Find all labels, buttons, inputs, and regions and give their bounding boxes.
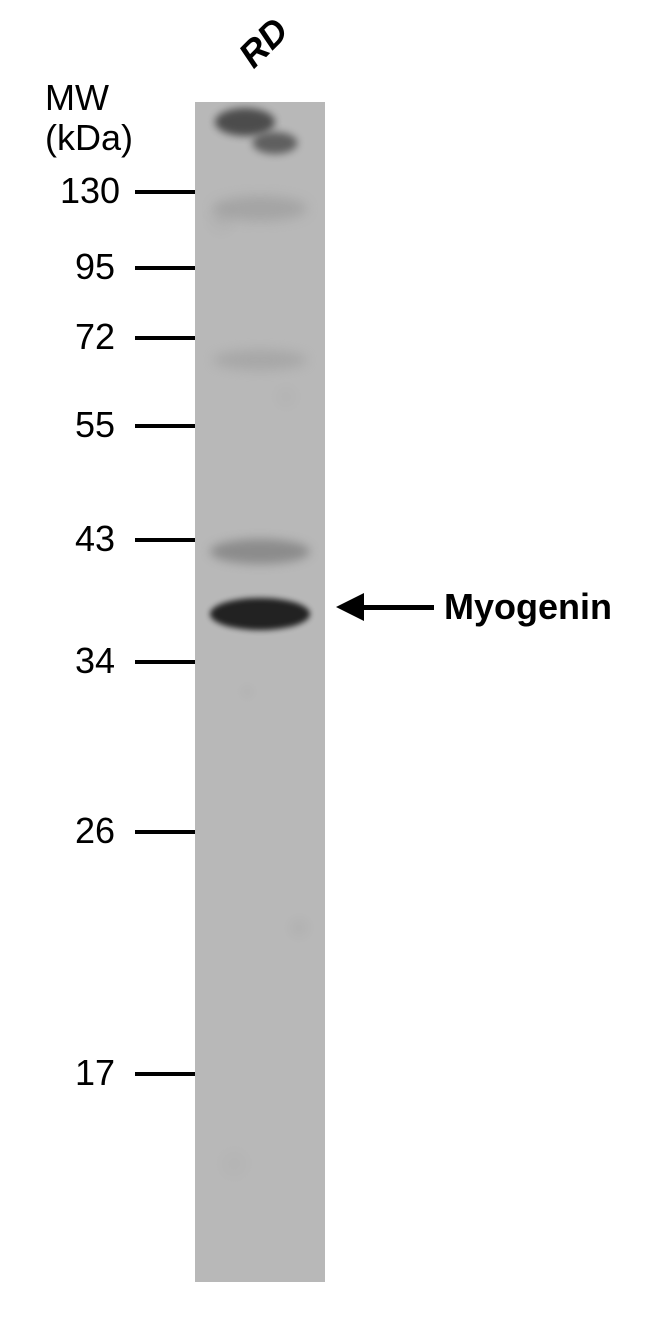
blot-lane: [195, 102, 325, 1282]
mw-marker-label: 130: [60, 170, 120, 212]
mw-marker-tick: [135, 660, 195, 664]
mw-marker-tick: [135, 336, 195, 340]
mw-marker-tick: [135, 190, 195, 194]
blot-band: [213, 350, 308, 370]
western-blot-figure: MW (kDa) RD 13095725543342617 Myogenin: [40, 40, 610, 1279]
mw-header-1: MW: [45, 76, 109, 119]
mw-marker-tick: [135, 538, 195, 542]
blot-band: [210, 539, 310, 564]
mw-header-2: (kDa): [45, 116, 133, 159]
mw-marker-label: 95: [75, 246, 115, 288]
mw-marker-tick: [135, 424, 195, 428]
blot-band: [253, 132, 298, 154]
mw-marker-label: 72: [75, 316, 115, 358]
lane-noise: [195, 102, 325, 1282]
target-band-label: Myogenin: [444, 586, 612, 628]
mw-marker-label: 17: [75, 1052, 115, 1094]
lane-label: RD: [230, 10, 296, 76]
target-band-arrow: Myogenin: [336, 586, 612, 628]
mw-marker-tick: [135, 830, 195, 834]
mw-marker-tick: [135, 1072, 195, 1076]
mw-marker-label: 26: [75, 810, 115, 852]
mw-marker-label: 34: [75, 640, 115, 682]
blot-band: [213, 196, 308, 221]
mw-marker-label: 43: [75, 518, 115, 560]
blot-band: [210, 598, 310, 630]
arrow-line: [364, 605, 434, 610]
arrow-head-icon: [336, 593, 364, 621]
mw-marker-label: 55: [75, 404, 115, 446]
mw-marker-tick: [135, 266, 195, 270]
